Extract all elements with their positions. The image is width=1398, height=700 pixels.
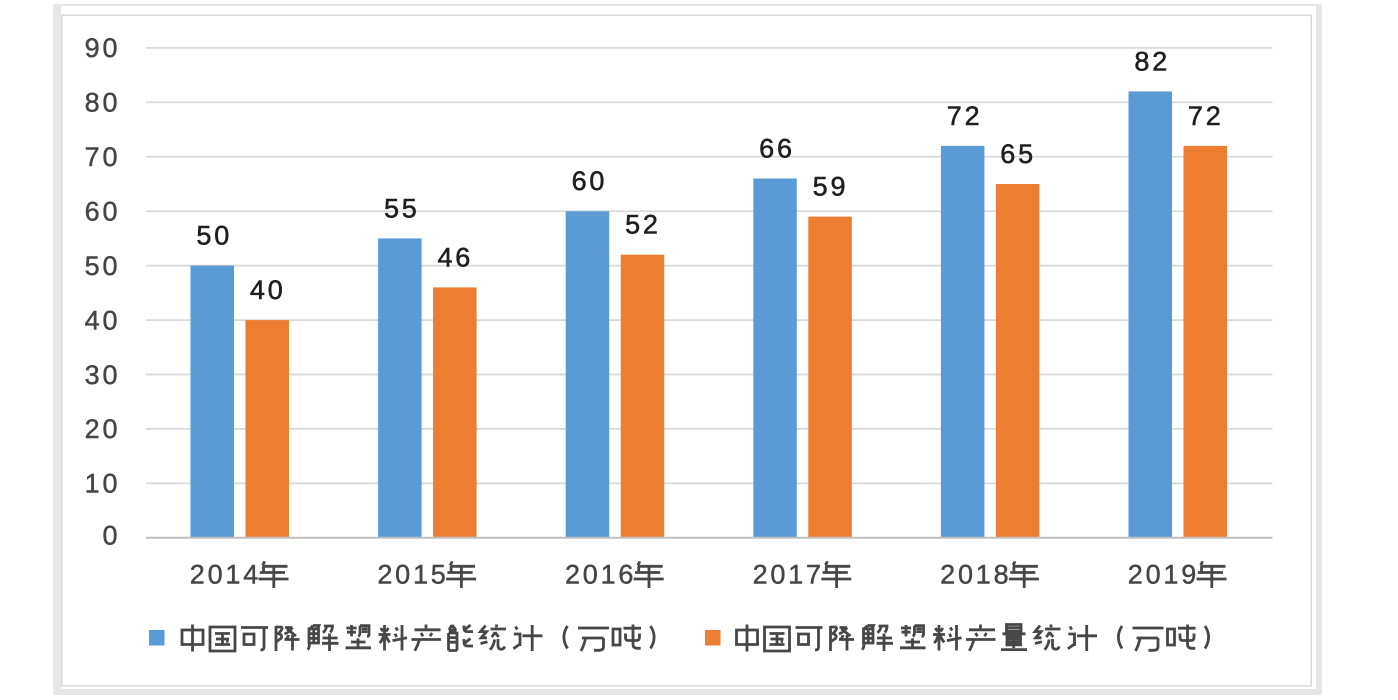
svg-text:46: 46 bbox=[437, 242, 473, 272]
svg-text:2014: 2014 bbox=[190, 560, 261, 590]
svg-text:82: 82 bbox=[1134, 46, 1170, 76]
svg-text:70: 70 bbox=[85, 142, 121, 172]
svg-text:40: 40 bbox=[85, 305, 121, 335]
svg-text:50: 50 bbox=[85, 251, 121, 281]
svg-text:52: 52 bbox=[625, 210, 661, 240]
svg-text:50: 50 bbox=[196, 221, 232, 251]
svg-text:10: 10 bbox=[85, 469, 121, 499]
svg-text:72: 72 bbox=[1188, 101, 1224, 131]
svg-text:2017: 2017 bbox=[753, 560, 824, 590]
svg-text:72: 72 bbox=[947, 101, 983, 131]
svg-text:60: 60 bbox=[85, 197, 121, 227]
svg-text:90: 90 bbox=[85, 33, 121, 63]
svg-text:2015: 2015 bbox=[377, 560, 448, 590]
svg-text:30: 30 bbox=[85, 360, 121, 390]
svg-text:20: 20 bbox=[85, 414, 121, 444]
svg-text:2016: 2016 bbox=[565, 560, 636, 590]
svg-text:66: 66 bbox=[759, 134, 795, 164]
svg-text:60: 60 bbox=[572, 166, 608, 196]
svg-text:40: 40 bbox=[250, 275, 286, 305]
svg-text:59: 59 bbox=[813, 172, 849, 202]
svg-text:2019: 2019 bbox=[1128, 560, 1199, 590]
svg-text:0: 0 bbox=[102, 521, 120, 551]
svg-text:80: 80 bbox=[85, 88, 121, 118]
svg-text:65: 65 bbox=[1000, 139, 1036, 169]
svg-text:2018: 2018 bbox=[940, 560, 1011, 590]
svg-text:55: 55 bbox=[384, 193, 420, 223]
